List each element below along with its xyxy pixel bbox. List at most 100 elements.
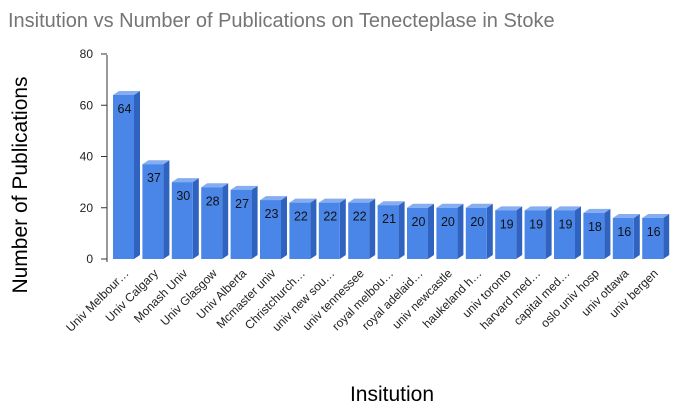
bar-top: [377, 201, 405, 206]
bar: 37: [142, 160, 170, 259]
bar-top: [583, 208, 611, 213]
bar-top: [201, 183, 229, 188]
bar-top: [113, 91, 140, 95]
data-label: 21: [382, 212, 396, 226]
bar: 18: [583, 208, 611, 259]
bar-side: [457, 203, 464, 259]
bar-front: [318, 202, 340, 259]
bar: 28: [201, 183, 229, 259]
bar: 22: [348, 198, 376, 259]
bar-front: [495, 210, 517, 259]
bar-side: [428, 203, 434, 259]
y-tick-label: 20: [80, 201, 94, 215]
data-label: 22: [323, 210, 337, 224]
bar-front: [260, 200, 281, 259]
bar-top: [142, 160, 170, 165]
bar: 23: [260, 196, 287, 259]
bar: 30: [171, 178, 199, 259]
bar-front: [554, 210, 575, 259]
bar-front: [171, 182, 193, 259]
data-label: 30: [176, 189, 190, 203]
y-axis-ticks: 0 20 40 60 80: [80, 47, 107, 266]
bar-front: [436, 207, 458, 259]
bar: 20: [465, 203, 493, 259]
bar: 19: [495, 206, 523, 259]
bar-side: [310, 198, 317, 259]
bar-front: [142, 164, 164, 259]
bar-top: [318, 198, 346, 203]
bar: 22: [318, 198, 346, 259]
bar: 16: [642, 214, 670, 259]
bar-side: [163, 160, 170, 259]
bar-top: [260, 196, 287, 201]
data-label: 18: [588, 220, 602, 234]
bar-top: [465, 203, 493, 208]
bar: 20: [407, 203, 434, 259]
bar-side: [398, 201, 405, 259]
bar: 21: [377, 201, 405, 259]
bar-top: [642, 214, 670, 218]
data-label: 20: [441, 215, 455, 229]
bar-top: [407, 203, 434, 208]
bar-top: [612, 214, 640, 218]
data-label: 20: [470, 215, 484, 229]
bar: 20: [436, 203, 464, 259]
chart-title: Insitution vs Number of Publications on …: [8, 10, 555, 32]
bar-side: [134, 91, 140, 259]
bar-side: [575, 206, 581, 259]
bar-front: [289, 202, 311, 259]
bar-top: [495, 206, 523, 211]
x-axis-title: Insitution: [350, 383, 434, 406]
bar-front: [583, 212, 605, 259]
data-label: 20: [412, 215, 426, 229]
bar-side: [369, 198, 376, 259]
bar-front: [465, 207, 487, 259]
data-label: 16: [617, 225, 631, 239]
y-tick-label: 60: [80, 98, 94, 112]
y-axis-title: Number of Publications: [9, 76, 32, 293]
bar-front: [524, 210, 546, 259]
data-label: 28: [206, 194, 220, 208]
bar-side: [633, 214, 640, 259]
data-label: 22: [294, 210, 308, 224]
bar-front: [377, 205, 399, 259]
y-tick-label: 40: [80, 150, 94, 164]
bar-top: [171, 178, 199, 183]
bar: 22: [289, 198, 317, 259]
bar-side: [516, 206, 523, 259]
data-label: 19: [500, 217, 514, 231]
bar-top: [348, 198, 376, 203]
bar-top: [289, 198, 317, 203]
data-label: 19: [559, 217, 573, 231]
bar-top: [524, 206, 552, 211]
bar-front: [612, 218, 634, 259]
bars-group: 64 37 30 28 27 23 22 22 22 21 20 20 20 19 19 19 18 16 16: [113, 91, 670, 259]
bar-front: [201, 187, 223, 259]
bar-front: [348, 202, 370, 259]
bar-side: [486, 203, 493, 259]
bar-side: [192, 178, 199, 259]
data-label: 22: [353, 210, 367, 224]
y-tick-label: 80: [80, 47, 94, 61]
bar-side: [663, 214, 670, 259]
bar-top: [554, 206, 581, 211]
data-label: 37: [147, 171, 161, 185]
bar-front: [407, 207, 428, 259]
bar-side: [545, 206, 552, 259]
data-label: 23: [265, 207, 279, 221]
bar-top: [230, 185, 258, 190]
bar-front: [230, 189, 252, 259]
bar-side: [251, 185, 258, 259]
bar-front: [642, 218, 664, 259]
data-label: 19: [529, 217, 543, 231]
bar-side: [222, 183, 229, 259]
data-label: 16: [647, 225, 661, 239]
bar: 64: [113, 91, 140, 259]
data-label: 27: [235, 197, 249, 211]
bar: 27: [230, 185, 258, 259]
bar-side: [604, 208, 611, 259]
bar: 19: [554, 206, 581, 259]
